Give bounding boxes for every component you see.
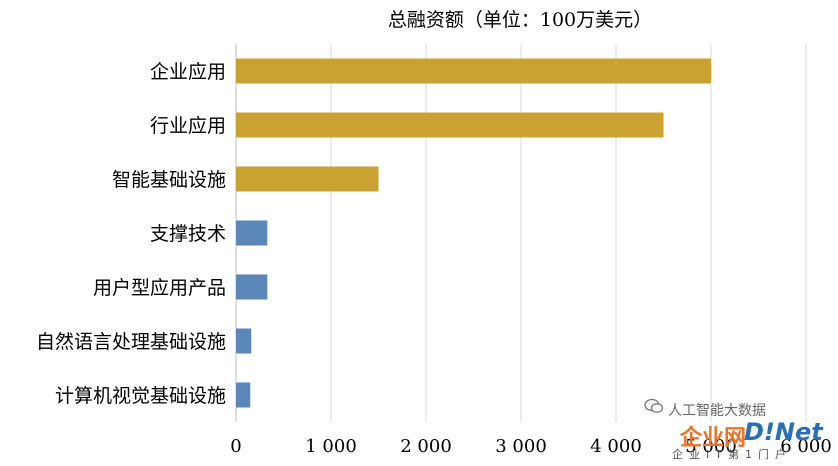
x-tick-labels: 0 1 000 2 000 3 000 4 000 5 000 6 000 — [230, 436, 831, 457]
x-tick-label: 3 000 — [495, 436, 547, 457]
category-label: 智能基础设施 — [112, 169, 226, 191]
category-label: 行业应用 — [150, 115, 226, 137]
category-label: 自然语言处理基础设施 — [36, 331, 226, 353]
bar — [236, 220, 268, 246]
category-label: 支撑技术 — [150, 223, 226, 245]
category-label: 用户型应用产品 — [93, 277, 226, 299]
watermark-subtitle: 企业IT第1门户 — [672, 448, 792, 461]
x-tick-label: 6 000 — [780, 436, 832, 457]
bar — [236, 382, 251, 408]
x-tick-label: 0 — [230, 436, 241, 457]
watermark-logo-dnet: D!Net — [744, 418, 823, 446]
watermark: 人工智能大数据 企业网 D!Net 企业IT第1门户 — [632, 392, 832, 462]
x-tick-label: 5 000 — [685, 436, 737, 457]
x-tick-label: 1 000 — [305, 436, 357, 457]
gridlines — [330, 44, 807, 422]
chart-title: 总融资额（单位：100万美元） — [388, 9, 652, 31]
watermark-text: 人工智能大数据 — [668, 403, 766, 419]
category-label: 企业应用 — [150, 61, 226, 83]
bar — [236, 166, 379, 192]
bar — [236, 112, 664, 138]
x-tick-label: 4 000 — [590, 436, 642, 457]
bar — [236, 274, 268, 300]
category-label: 计算机视觉基础设施 — [55, 385, 226, 407]
category-labels: 企业应用行业应用智能基础设施支撑技术用户型应用产品自然语言处理基础设施计算机视觉… — [36, 61, 226, 407]
watermark-logo-cn: 企业网 — [680, 426, 747, 451]
bars — [236, 58, 711, 408]
wechat-icon — [644, 398, 664, 413]
bar — [236, 58, 711, 84]
x-tick-label: 2 000 — [400, 436, 452, 457]
bar — [236, 328, 252, 354]
